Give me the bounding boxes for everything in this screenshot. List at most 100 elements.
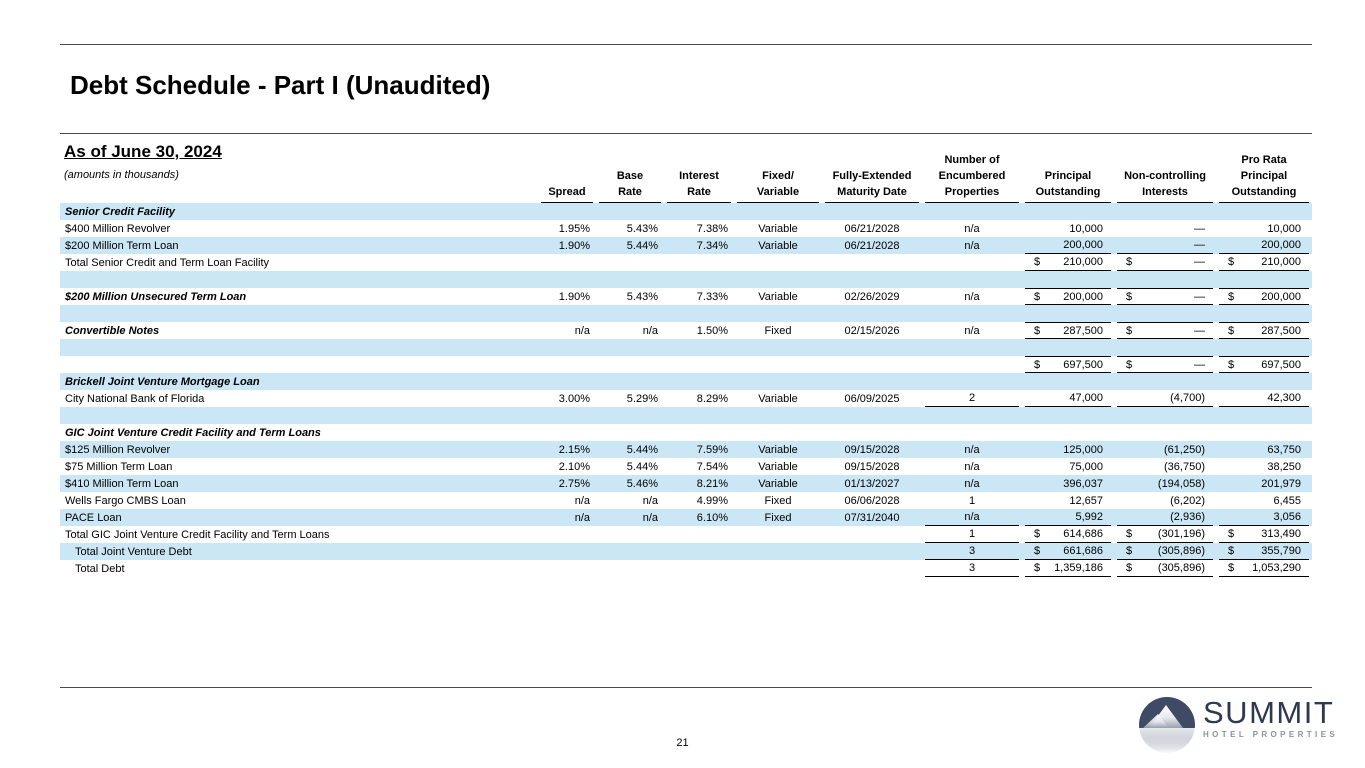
cell-pro-rata-outstanding: $287,500 xyxy=(1216,322,1312,339)
cell-noncontrolling-interests: $ (301,196) xyxy=(1114,526,1216,543)
cell-base-rate xyxy=(596,305,664,322)
cell-fixed-variable: Variable xyxy=(758,443,798,456)
col-header-fixed-variable: Fixed/ Variable xyxy=(734,150,822,203)
cell-pro-rata-outstanding xyxy=(1216,339,1312,356)
cell-encumbered-properties: 2 xyxy=(922,390,1022,407)
cell-maturity-date: 06/09/2025 xyxy=(844,392,900,405)
cell-principal-outstanding: $210,000 xyxy=(1022,254,1114,271)
cell-noncontrolling-interests: $ — xyxy=(1114,288,1216,305)
summit-logo: SUMMIT HOTEL PROPERTIES xyxy=(1138,696,1338,754)
cell-maturity-date: 02/26/2029 xyxy=(844,290,900,303)
cell-encumbered-properties: 3 xyxy=(922,543,1022,560)
top-rule xyxy=(60,44,1312,45)
table-row: $400 Million Revolver 1.95% 5.43% 7.38% … xyxy=(60,220,1312,237)
cell-fixed-variable: Variable xyxy=(758,392,798,405)
cell-principal-outstanding xyxy=(1022,407,1114,424)
cell-fixed-variable xyxy=(734,254,822,271)
cell-pro-rata-outstanding: 42,300 xyxy=(1216,390,1312,407)
cell-loan-name: Total Joint Venture Debt xyxy=(75,545,192,558)
cell-fixed-variable xyxy=(734,424,822,441)
cell-interest-rate xyxy=(664,339,734,356)
cell-maturity-date xyxy=(822,543,922,560)
cell-spread: 1.90% xyxy=(558,239,590,252)
table-row: $410 Million Term Loan 2.75% 5.46% 8.21%… xyxy=(60,475,1312,492)
cell-base-rate: 5.44% xyxy=(626,239,658,252)
cell-loan-name: $200 Million Term Loan xyxy=(65,239,179,252)
cell-principal-outstanding: 10,000 xyxy=(1069,222,1103,235)
cell-maturity-date: 02/15/2026 xyxy=(844,324,900,337)
cell-principal-outstanding: 75,000 xyxy=(1069,460,1103,473)
cell-encumbered-properties xyxy=(922,254,1022,271)
cell-principal-outstanding: 396,037 xyxy=(1063,477,1103,490)
cell-pro-rata-outstanding: $355,790 xyxy=(1216,543,1312,560)
cell-principal-outstanding xyxy=(1022,339,1114,356)
cell-maturity-date xyxy=(822,305,922,322)
cell-noncontrolling-interests: $ — xyxy=(1114,356,1216,373)
cell-loan-name: PACE Loan xyxy=(65,511,122,524)
cell-fixed-variable xyxy=(734,271,822,288)
cell-spread: n/a xyxy=(574,511,590,524)
table-row: Total Joint Venture Debt 3 $661,686 $ (30… xyxy=(60,543,1312,560)
cell-loan-name: GIC Joint Venture Credit Facility and Te… xyxy=(65,426,321,439)
cell-spread xyxy=(538,407,596,424)
cell-noncontrolling-interests xyxy=(1114,271,1216,288)
cell-base-rate xyxy=(596,373,664,390)
col-header-spread: Spread xyxy=(538,150,596,203)
cell-base-rate: 5.44% xyxy=(626,460,658,473)
table-row xyxy=(60,407,1312,424)
cell-spread xyxy=(538,560,596,577)
cell-loan-name xyxy=(60,407,538,424)
cell-base-rate: n/a xyxy=(642,324,658,337)
table-row: $125 Million Revolver 2.15% 5.44% 7.59% … xyxy=(60,441,1312,458)
cell-spread xyxy=(538,373,596,390)
cell-loan-name: Wells Fargo CMBS Loan xyxy=(65,494,186,507)
cell-encumbered-properties xyxy=(922,271,1022,288)
cell-spread xyxy=(538,203,596,220)
cell-maturity-date: 06/21/2028 xyxy=(844,239,900,252)
cell-noncontrolling-interests xyxy=(1114,339,1216,356)
cell-loan-name xyxy=(60,271,538,288)
cell-base-rate: n/a xyxy=(642,511,658,524)
cell-loan-name: $75 Million Term Loan xyxy=(65,460,173,473)
cell-pro-rata-outstanding: 6,455 xyxy=(1273,494,1301,507)
cell-spread: 2.75% xyxy=(558,477,590,490)
cell-fixed-variable xyxy=(734,203,822,220)
cell-fixed-variable xyxy=(734,373,822,390)
cell-fixed-variable xyxy=(734,356,822,373)
cell-noncontrolling-interests: $ — xyxy=(1114,322,1216,339)
cell-encumbered-properties: 1 xyxy=(922,526,1022,543)
cell-loan-name xyxy=(60,339,538,356)
cell-noncontrolling-interests xyxy=(1114,305,1216,322)
cell-base-rate: n/a xyxy=(642,494,658,507)
cell-maturity-date xyxy=(822,560,922,577)
cell-interest-rate xyxy=(664,373,734,390)
cell-pro-rata-outstanding xyxy=(1216,407,1312,424)
cell-pro-rata-outstanding xyxy=(1216,373,1312,390)
cell-noncontrolling-interests: $ — xyxy=(1114,254,1216,271)
cell-noncontrolling-interests: (61,250) xyxy=(1164,443,1205,456)
cell-pro-rata-outstanding: 201,979 xyxy=(1261,477,1301,490)
cell-encumbered-properties xyxy=(922,305,1022,322)
cell-principal-outstanding: $1,359,186 xyxy=(1022,560,1114,577)
cell-maturity-date xyxy=(822,339,922,356)
debt-table: Spread Base Rate Interest Rate Fixed/ Va… xyxy=(60,150,1312,577)
cell-interest-rate: 7.33% xyxy=(696,290,728,303)
cell-loan-name xyxy=(60,305,538,322)
cell-base-rate: 5.43% xyxy=(626,222,658,235)
table-row: $75 Million Term Loan 2.10% 5.44% 7.54% … xyxy=(60,458,1312,475)
table-row: $697,500 $ — $697,500 xyxy=(60,356,1312,373)
mountain-logo-icon xyxy=(1139,697,1195,753)
col-header-base-rate: Base Rate xyxy=(596,150,664,203)
cell-loan-name: Senior Credit Facility xyxy=(65,205,176,218)
cell-interest-rate xyxy=(664,407,734,424)
cell-noncontrolling-interests xyxy=(1114,424,1216,441)
cell-spread: 2.15% xyxy=(558,443,590,456)
cell-base-rate xyxy=(596,339,664,356)
cell-principal-outstanding: $200,000 xyxy=(1022,288,1114,305)
cell-loan-name: City National Bank of Florida xyxy=(65,392,205,405)
cell-principal-outstanding xyxy=(1022,203,1114,220)
logo-company-name: SUMMIT xyxy=(1203,695,1335,730)
cell-interest-rate xyxy=(664,560,734,577)
cell-maturity-date: 09/15/2028 xyxy=(844,460,900,473)
cell-interest-rate: 6.10% xyxy=(696,511,728,524)
